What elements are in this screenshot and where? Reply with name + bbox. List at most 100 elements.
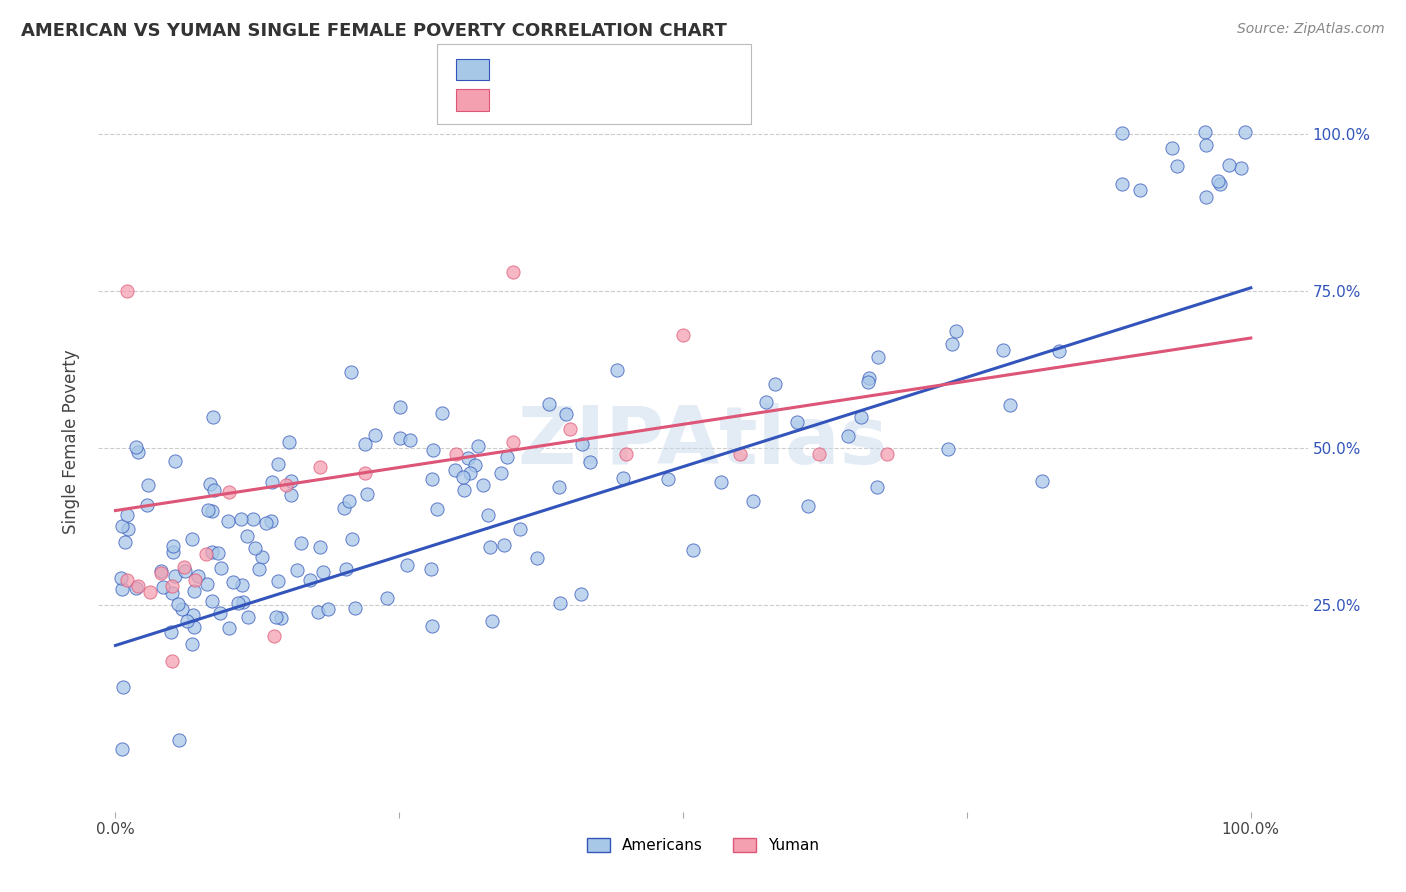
Point — [936, 442, 959, 456]
Point — [1111, 126, 1133, 140]
Legend: Americans, Yuman: Americans, Yuman — [581, 832, 825, 860]
Point — [710, 475, 733, 489]
Point — [226, 596, 249, 610]
Point — [270, 610, 292, 624]
Point — [430, 406, 453, 420]
Point — [290, 536, 312, 550]
Point — [741, 494, 763, 508]
Point — [467, 439, 489, 453]
Point — [181, 607, 204, 622]
Point — [614, 447, 637, 461]
Point — [339, 365, 361, 379]
Point — [344, 601, 367, 615]
Point — [218, 484, 240, 499]
Point — [1111, 177, 1133, 191]
Point — [160, 624, 183, 639]
Point — [1129, 183, 1152, 197]
Point — [187, 569, 209, 583]
Point — [558, 422, 581, 436]
Text: AMERICAN VS YUMAN SINGLE FEMALE POVERTY CORRELATION CHART: AMERICAN VS YUMAN SINGLE FEMALE POVERTY … — [21, 22, 727, 40]
Point — [201, 504, 224, 518]
Point — [267, 574, 290, 588]
Point — [388, 400, 411, 414]
Point — [162, 545, 184, 559]
Point — [277, 434, 299, 449]
Point — [280, 487, 302, 501]
Point — [1047, 344, 1070, 359]
Point — [526, 551, 548, 566]
Point — [422, 443, 444, 458]
Y-axis label: Single Female Poverty: Single Female Poverty — [62, 350, 80, 533]
Point — [395, 558, 418, 572]
Point — [285, 563, 308, 577]
Point — [420, 619, 443, 633]
Point — [229, 512, 252, 526]
Point — [149, 566, 172, 581]
Point — [162, 539, 184, 553]
Point — [763, 376, 786, 391]
Point — [125, 440, 148, 454]
Point — [569, 586, 592, 600]
Point — [856, 375, 879, 389]
Point — [796, 500, 818, 514]
Point — [299, 573, 322, 587]
Point — [201, 545, 224, 559]
Point — [173, 560, 195, 574]
Point — [152, 580, 174, 594]
Point — [1233, 125, 1256, 139]
Point — [197, 503, 219, 517]
Point — [218, 621, 240, 635]
Point — [945, 324, 967, 338]
Point — [502, 265, 524, 279]
Point — [509, 522, 531, 536]
Point — [354, 466, 377, 480]
Point — [548, 480, 571, 494]
Point — [308, 541, 330, 555]
Point — [127, 579, 149, 593]
Point — [399, 434, 422, 448]
Point — [471, 478, 494, 492]
Point — [356, 487, 378, 501]
Point — [160, 586, 183, 600]
Point — [312, 565, 335, 579]
Point — [496, 450, 519, 464]
Point — [571, 437, 593, 451]
Point — [941, 336, 963, 351]
Point — [672, 327, 695, 342]
Point — [1031, 474, 1053, 488]
Point — [579, 455, 602, 469]
Point — [868, 350, 890, 364]
Point — [1160, 141, 1182, 155]
Point — [335, 562, 357, 576]
Point — [444, 447, 467, 461]
Point — [222, 575, 245, 590]
Point — [247, 562, 270, 576]
Point — [150, 564, 173, 578]
Point — [1195, 190, 1218, 204]
Point — [195, 577, 218, 591]
Point — [426, 502, 449, 516]
Point — [477, 508, 499, 522]
Point — [389, 431, 412, 445]
Point — [1209, 178, 1232, 192]
Point — [232, 595, 254, 609]
Point — [851, 409, 873, 424]
Point — [264, 610, 287, 624]
Point — [250, 549, 273, 564]
Point — [537, 397, 560, 411]
Point — [755, 395, 778, 409]
Point — [184, 573, 207, 587]
Point — [174, 564, 197, 578]
Point — [458, 466, 481, 480]
Point — [453, 483, 475, 498]
Point — [262, 475, 284, 490]
Point — [135, 498, 157, 512]
Point — [111, 742, 134, 756]
Point — [443, 463, 465, 477]
Point — [1194, 126, 1216, 140]
Point — [243, 541, 266, 555]
Point — [125, 581, 148, 595]
Point — [478, 541, 501, 555]
Point — [167, 733, 190, 747]
Point — [657, 472, 679, 486]
